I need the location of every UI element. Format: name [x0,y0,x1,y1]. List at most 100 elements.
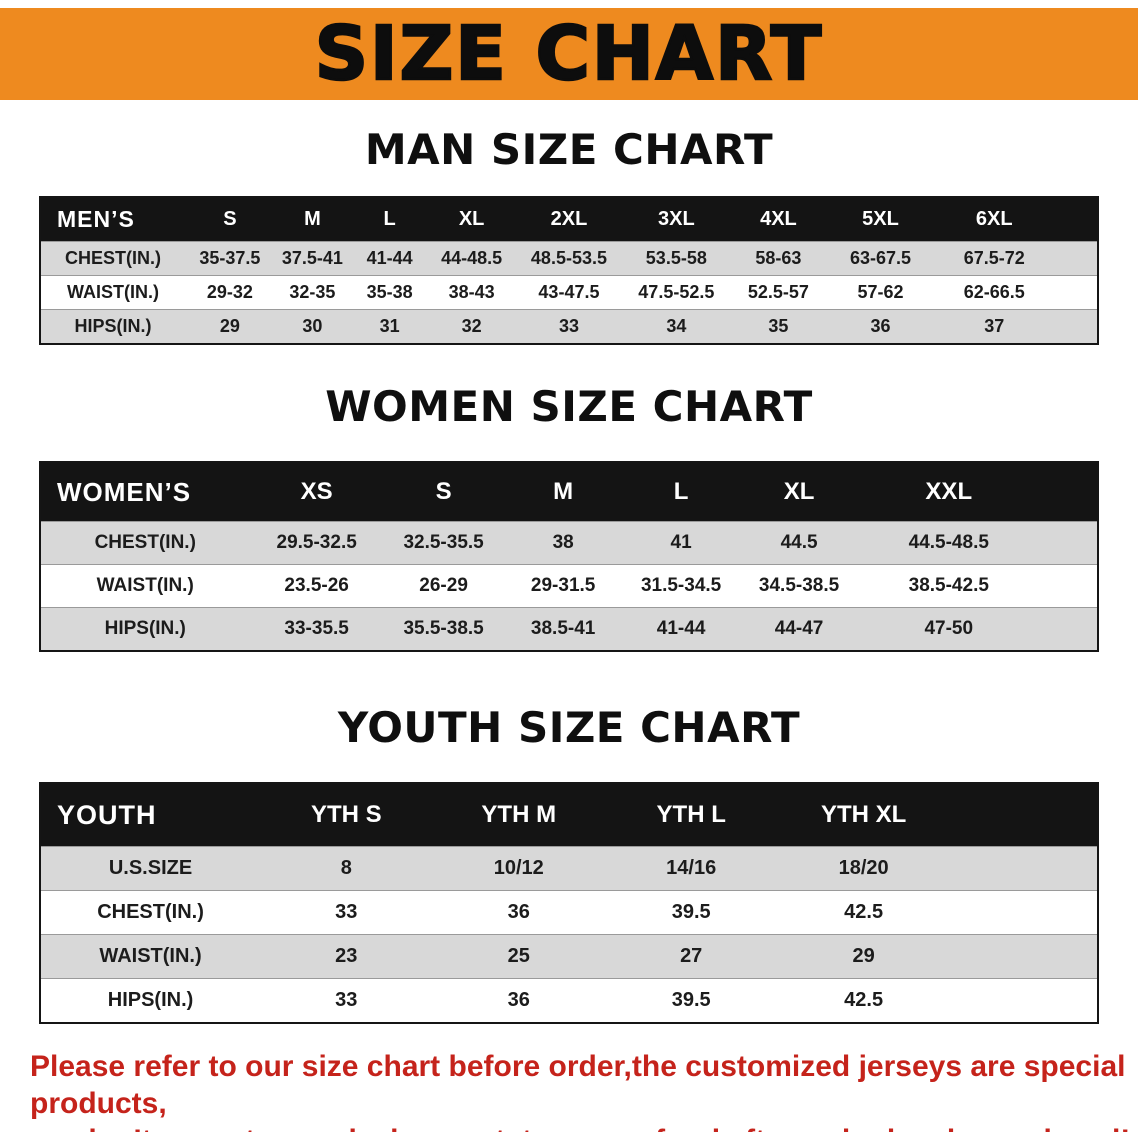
size-cell: 33-35.5 [249,607,384,651]
size-cell: 32-35 [274,275,350,310]
size-cell: 35-37.5 [184,241,275,276]
size-cell: 44.5-48.5 [858,521,1039,565]
youth-section: YOUTH SIZE CHART YOUTH YTH S YTH M YTH L… [0,704,1138,1024]
men-chart-heading: MAN SIZE CHART [364,125,774,174]
spacer-cell [1055,275,1098,310]
page-title: SIZE CHART [314,11,824,97]
size-column-header: XL [429,197,514,242]
size-cell: 29 [777,934,950,979]
size-cell: 63-67.5 [828,241,933,276]
spacer-cell [1038,521,1098,565]
size-cell: 53.5-58 [623,241,729,276]
row-label: U.S.SIZE [40,846,261,891]
size-cell: 23.5-26 [249,564,384,608]
banner: SIZE CHART [0,8,1138,100]
spacer-cell [1038,607,1098,651]
size-column-header: XXL [858,462,1039,522]
size-cell: 26-29 [383,564,504,608]
size-cell: 39.5 [604,890,778,935]
size-cell: 29-32 [184,275,275,310]
size-cell: 29.5-32.5 [249,521,384,565]
size-column-header: M [503,462,623,522]
size-cell: 42.5 [777,978,950,1023]
size-cell: 14/16 [604,846,778,891]
size-column-header: XL [739,462,859,522]
men-size-table: MEN’S S M L XL 2XL 3XL 4XL 5XL 6XL CHEST… [39,196,1099,345]
size-cell: 32 [429,309,514,344]
size-cell: 38.5-41 [503,607,623,651]
size-cell: 31.5-34.5 [622,564,740,608]
table-header-row: WOMEN’S XS S M L XL XXL [40,462,1098,522]
size-column-header: 3XL [623,197,729,242]
table-row: WAIST(IN.) 23.5-26 26-29 29-31.5 31.5-34… [40,564,1098,608]
women-size-table: WOMEN’S XS S M L XL XXL CHEST(IN.) 29.5-… [39,461,1099,652]
size-cell: 48.5-53.5 [513,241,624,276]
size-cell: 39.5 [604,978,778,1023]
size-column-header: YTH S [260,783,433,847]
size-cell: 57-62 [828,275,933,310]
size-cell: 18/20 [777,846,950,891]
size-cell: 29 [184,309,275,344]
table-row: WAIST(IN.) 23 25 27 29 [40,934,1098,979]
size-column-header: YTH M [432,783,605,847]
size-cell: 41 [622,521,740,565]
notice-line-2: we don’t accept cancel, change, teturn o… [30,1122,1138,1132]
table-row: CHEST(IN.) 33 36 39.5 42.5 [40,890,1098,935]
size-cell: 36 [828,309,933,344]
size-column-header: S [184,197,275,242]
youth-chart-heading: YOUTH SIZE CHART [337,703,801,752]
size-cell: 36 [432,890,605,935]
size-cell: 36 [432,978,605,1023]
spacer-cell [949,783,1098,847]
size-cell: 38 [503,521,623,565]
men-section: MAN SIZE CHART MEN’S S M L XL 2XL 3XL 4X… [0,126,1138,345]
row-label: WAIST(IN.) [40,934,261,979]
size-cell: 44-47 [739,607,859,651]
size-cell: 41-44 [622,607,740,651]
spacer-cell [1038,564,1098,608]
size-cell: 25 [432,934,605,979]
table-corner-label: WOMEN’S [40,462,250,522]
size-cell: 38-43 [429,275,514,310]
size-cell: 35 [728,309,829,344]
row-label: CHEST(IN.) [40,890,261,935]
spacer-cell [1038,462,1098,522]
size-column-header: 4XL [728,197,829,242]
size-cell: 33 [513,309,624,344]
size-cell: 35.5-38.5 [383,607,504,651]
size-cell: 52.5-57 [728,275,829,310]
size-cell: 44.5 [739,521,859,565]
size-cell: 31 [349,309,430,344]
size-cell: 62-66.5 [932,275,1056,310]
size-cell: 47-50 [858,607,1039,651]
row-label: CHEST(IN.) [40,241,185,276]
size-column-header: YTH XL [777,783,950,847]
spacer-cell [949,978,1098,1023]
size-cell: 41-44 [349,241,430,276]
size-cell: 23 [260,934,433,979]
size-cell: 37.5-41 [274,241,350,276]
table-row: HIPS(IN.) 29 30 31 32 33 34 35 36 37 [40,309,1098,344]
size-cell: 34.5-38.5 [739,564,859,608]
table-row: CHEST(IN.) 29.5-32.5 32.5-35.5 38 41 44.… [40,521,1098,565]
spacer-cell [949,890,1098,935]
spacer-cell [949,846,1098,891]
row-label: HIPS(IN.) [40,309,185,344]
size-cell: 38.5-42.5 [858,564,1039,608]
size-cell: 33 [260,978,433,1023]
size-cell: 29-31.5 [503,564,623,608]
table-corner-label: MEN’S [40,197,185,242]
size-cell: 58-63 [728,241,829,276]
table-corner-label: YOUTH [40,783,261,847]
size-cell: 10/12 [432,846,605,891]
size-cell: 67.5-72 [932,241,1056,276]
row-label: HIPS(IN.) [40,978,261,1023]
notice-line-1: Please refer to our size chart before or… [30,1050,1126,1120]
row-label: WAIST(IN.) [40,564,250,608]
size-column-header: YTH L [604,783,778,847]
row-label: WAIST(IN.) [40,275,185,310]
size-column-header: XS [249,462,384,522]
size-column-header: L [349,197,430,242]
table-row: HIPS(IN.) 33 36 39.5 42.5 [40,978,1098,1023]
